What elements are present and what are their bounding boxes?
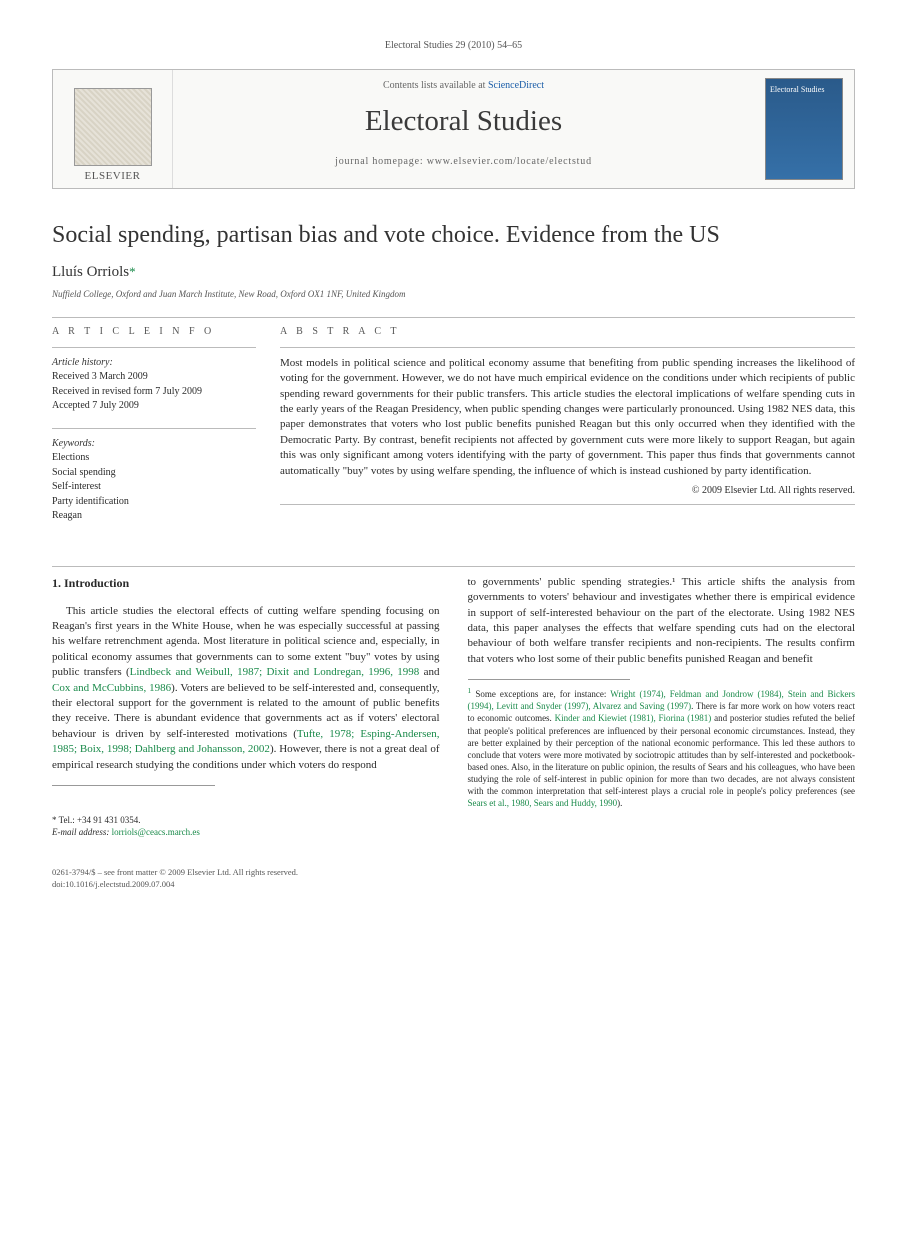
body-paragraph: to governments' public spending strategi… [468, 575, 856, 667]
body-columns: 1. Introduction This article studies the… [52, 575, 855, 839]
affiliation: Nuffield College, Oxford and Juan March … [52, 289, 855, 299]
homepage-prefix: journal homepage: [335, 156, 427, 167]
author-line: Lluís Orriols* [52, 264, 855, 281]
footnote-text: ). [617, 798, 622, 808]
abstract-text: Most models in political science and pol… [280, 356, 855, 479]
keyword: Self-interest [52, 480, 256, 495]
citation[interactable]: Lindbeck and Weibull, 1987; Dixit and Lo… [130, 666, 420, 678]
citation[interactable]: Kinder and Kiewiet (1981), Fiorina (1981… [555, 713, 712, 723]
author-name: Lluís Orriols [52, 264, 129, 280]
footnote-text: Some exceptions are, for instance: [471, 689, 610, 699]
running-header: Electoral Studies 29 (2010) 54–65 [52, 40, 855, 51]
body-text: and [419, 666, 439, 678]
history-item: Received 3 March 2009 [52, 370, 256, 385]
cover-block: Electoral Studies [754, 70, 854, 188]
footnote-divider [52, 785, 215, 786]
section-heading: 1. Introduction [52, 575, 440, 592]
history-heading: Article history: [52, 356, 256, 371]
keyword: Elections [52, 451, 256, 466]
journal-cover-thumbnail: Electoral Studies [765, 78, 843, 180]
article-title: Social spending, partisan bias and vote … [52, 221, 855, 250]
keywords-heading: Keywords: [52, 437, 256, 452]
body-column-right: to governments' public spending strategi… [468, 575, 856, 839]
keywords-block: Keywords: Elections Social spending Self… [52, 437, 256, 524]
divider [52, 317, 855, 318]
article-history: Article history: Received 3 March 2009 R… [52, 356, 256, 414]
divider [280, 347, 855, 348]
corresponding-author: * Tel.: +34 91 431 0354. E-mail address:… [52, 814, 440, 839]
journal-name: Electoral Studies [183, 105, 744, 138]
elsevier-tree-icon [74, 88, 152, 166]
article-info-label: A R T I C L E I N F O [52, 326, 256, 337]
masthead-center: Contents lists available at ScienceDirec… [173, 70, 754, 188]
divider [280, 504, 855, 505]
footer-doi: doi:10.1016/j.electstud.2009.07.004 [52, 879, 855, 890]
contents-line: Contents lists available at ScienceDirec… [183, 80, 744, 91]
tel-value: +34 91 431 0354. [77, 815, 141, 825]
keyword: Reagan [52, 509, 256, 524]
divider [52, 428, 256, 429]
contents-prefix: Contents lists available at [383, 80, 488, 91]
abstract-copyright: © 2009 Elsevier Ltd. All rights reserved… [280, 485, 855, 496]
sciencedirect-link[interactable]: ScienceDirect [488, 80, 544, 91]
abstract-label: A B S T R A C T [280, 326, 855, 337]
history-item: Received in revised form 7 July 2009 [52, 385, 256, 400]
divider [52, 566, 855, 567]
footnote: 1 Some exceptions are, for instance: Wri… [468, 686, 856, 809]
divider [52, 347, 256, 348]
publisher-name: ELSEVIER [85, 170, 141, 182]
citation[interactable]: Sears et al., 1980, Sears and Huddy, 199… [468, 798, 618, 808]
keyword: Party identification [52, 495, 256, 510]
info-abstract-row: A R T I C L E I N F O Article history: R… [52, 326, 855, 538]
homepage-line: journal homepage: www.elsevier.com/locat… [183, 156, 744, 167]
email-link[interactable]: lorriols@ceacs.march.es [112, 827, 200, 837]
email-label: E-mail address: [52, 827, 112, 837]
abstract-column: A B S T R A C T Most models in political… [280, 326, 855, 538]
citation[interactable]: Cox and McCubbins, 1986 [52, 682, 171, 694]
body-paragraph: This article studies the electoral effec… [52, 604, 440, 773]
footer-copyright: 0261-3794/$ – see front matter © 2009 El… [52, 867, 855, 878]
history-item: Accepted 7 July 2009 [52, 399, 256, 414]
article-info-column: A R T I C L E I N F O Article history: R… [52, 326, 256, 538]
journal-masthead: ELSEVIER Contents lists available at Sci… [52, 69, 855, 189]
tel-label: * Tel.: [52, 815, 77, 825]
footnote-text: and posterior studies refuted the belief… [468, 713, 856, 796]
homepage-url[interactable]: www.elsevier.com/locate/electstud [427, 156, 592, 167]
keyword: Social spending [52, 466, 256, 481]
corresp-marker: * [129, 264, 136, 279]
footnote-divider [468, 679, 631, 680]
page-footer: 0261-3794/$ – see front matter © 2009 El… [52, 867, 855, 890]
publisher-block: ELSEVIER [53, 70, 173, 188]
body-column-left: 1. Introduction This article studies the… [52, 575, 440, 839]
